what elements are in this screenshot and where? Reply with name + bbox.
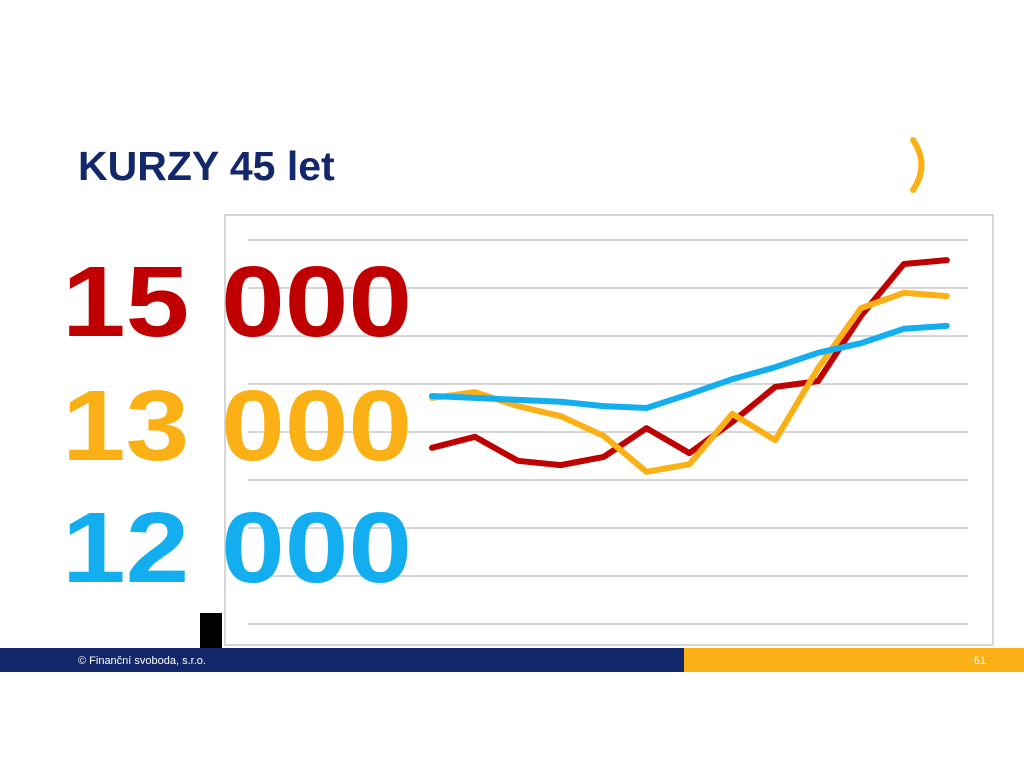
chart-frame — [224, 214, 994, 646]
slide-title: KURZY 45 let — [78, 143, 335, 189]
footer-accent — [684, 648, 1024, 672]
legend-label: 13 000 — [62, 370, 412, 482]
page-number: 61 — [974, 655, 986, 667]
series-line — [429, 289, 950, 475]
legend-label: 12 000 — [62, 492, 412, 604]
series-line — [429, 257, 950, 469]
marker — [200, 613, 222, 648]
legend-label: 15 000 — [62, 246, 412, 358]
decoration — [910, 137, 925, 193]
footer-copyright: © Finanční svoboda, s.r.o. — [78, 655, 206, 667]
plot — [248, 239, 968, 625]
footer-bar — [0, 648, 684, 672]
series-line — [429, 322, 950, 411]
